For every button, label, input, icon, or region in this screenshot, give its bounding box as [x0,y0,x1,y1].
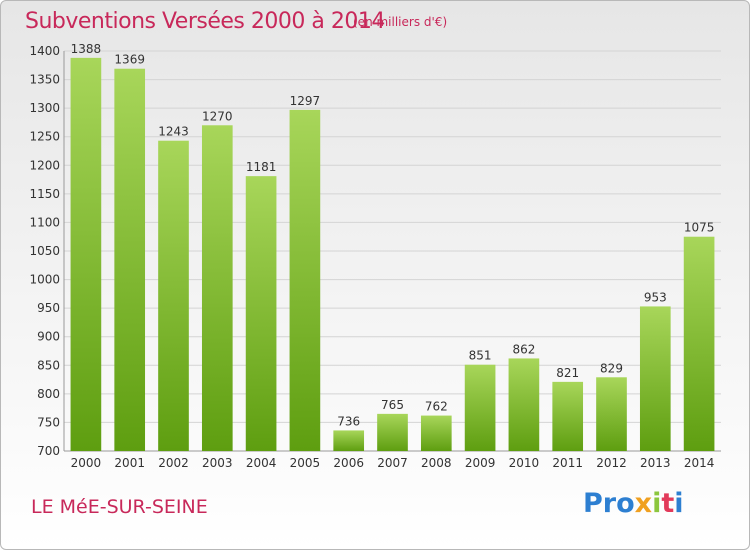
bar-value-label: 821 [556,366,579,380]
x-tick-label: 2004 [246,456,277,470]
logo-part: i [674,488,684,519]
commune-name: LE MéE-SUR-SEINE [31,496,208,518]
bar-value-label: 1388 [71,42,102,56]
chart-title: Subventions Versées 2000 à 2014 [25,9,385,34]
bar [158,140,189,451]
proxiti-logo: Proxiti [583,488,684,519]
bar-value-label: 1181 [246,160,277,174]
unit-note: (en milliers d'€) [353,15,448,29]
bar-value-label: 862 [512,342,535,356]
x-tick-label: 2012 [596,456,627,470]
bar [552,381,584,451]
x-tick-label: 2005 [290,456,321,470]
bar [464,364,496,451]
logo-part: x [634,488,653,519]
bar-value-label: 1369 [114,53,145,67]
bar [377,413,408,451]
bar-value-label: 1075 [684,221,715,235]
y-tick-label: 1150 [29,187,60,201]
x-tick-label: 2000 [71,456,102,470]
x-tick-label: 2010 [509,456,540,470]
x-tick-label: 2014 [684,456,715,470]
y-tick-label: 1100 [29,215,60,229]
y-tick-label: 1200 [29,158,60,172]
x-tick-label: 2009 [465,456,496,470]
y-tick-label: 1300 [29,101,60,115]
bar [508,358,540,451]
bar-value-label: 829 [600,361,623,375]
x-tick-label: 2003 [202,456,233,470]
bar [201,125,233,452]
y-tick-label: 750 [37,415,60,429]
y-tick-label: 800 [37,387,60,401]
bar-value-label: 1297 [290,94,321,108]
y-tick-label: 1050 [29,244,60,258]
y-tick-label: 1000 [29,273,60,287]
y-tick-label: 1250 [29,130,60,144]
bar [289,109,321,451]
bar [114,68,146,451]
x-tick-label: 2006 [333,456,364,470]
logo-part: i [652,488,662,519]
bar [245,176,277,451]
x-tick-label: 2011 [552,456,583,470]
y-tick-label: 850 [37,358,60,372]
bar-value-label: 762 [425,400,448,414]
bar-value-label: 736 [337,414,360,428]
y-tick-label: 700 [37,444,60,458]
y-tick-label: 1400 [29,44,60,58]
bar-value-label: 765 [381,398,404,412]
bar [70,57,102,451]
bar [596,377,627,451]
y-tick-label: 1350 [29,73,60,87]
bar-value-label: 953 [644,290,667,304]
x-tick-label: 2013 [640,456,671,470]
bar-value-label: 851 [469,349,492,363]
x-tick-label: 2002 [158,456,189,470]
bar [683,236,715,451]
bar-value-label: 1243 [158,125,189,139]
x-tick-label: 2007 [377,456,408,470]
y-tick-label: 950 [37,301,60,315]
bar [333,430,365,451]
bar [639,306,671,451]
x-tick-label: 2008 [421,456,452,470]
logo-part: t [661,488,675,519]
logo-part: Pro [583,488,635,519]
y-tick-label: 900 [37,330,60,344]
bar [420,415,452,451]
x-tick-label: 2001 [114,456,145,470]
bar-value-label: 1270 [202,109,233,123]
